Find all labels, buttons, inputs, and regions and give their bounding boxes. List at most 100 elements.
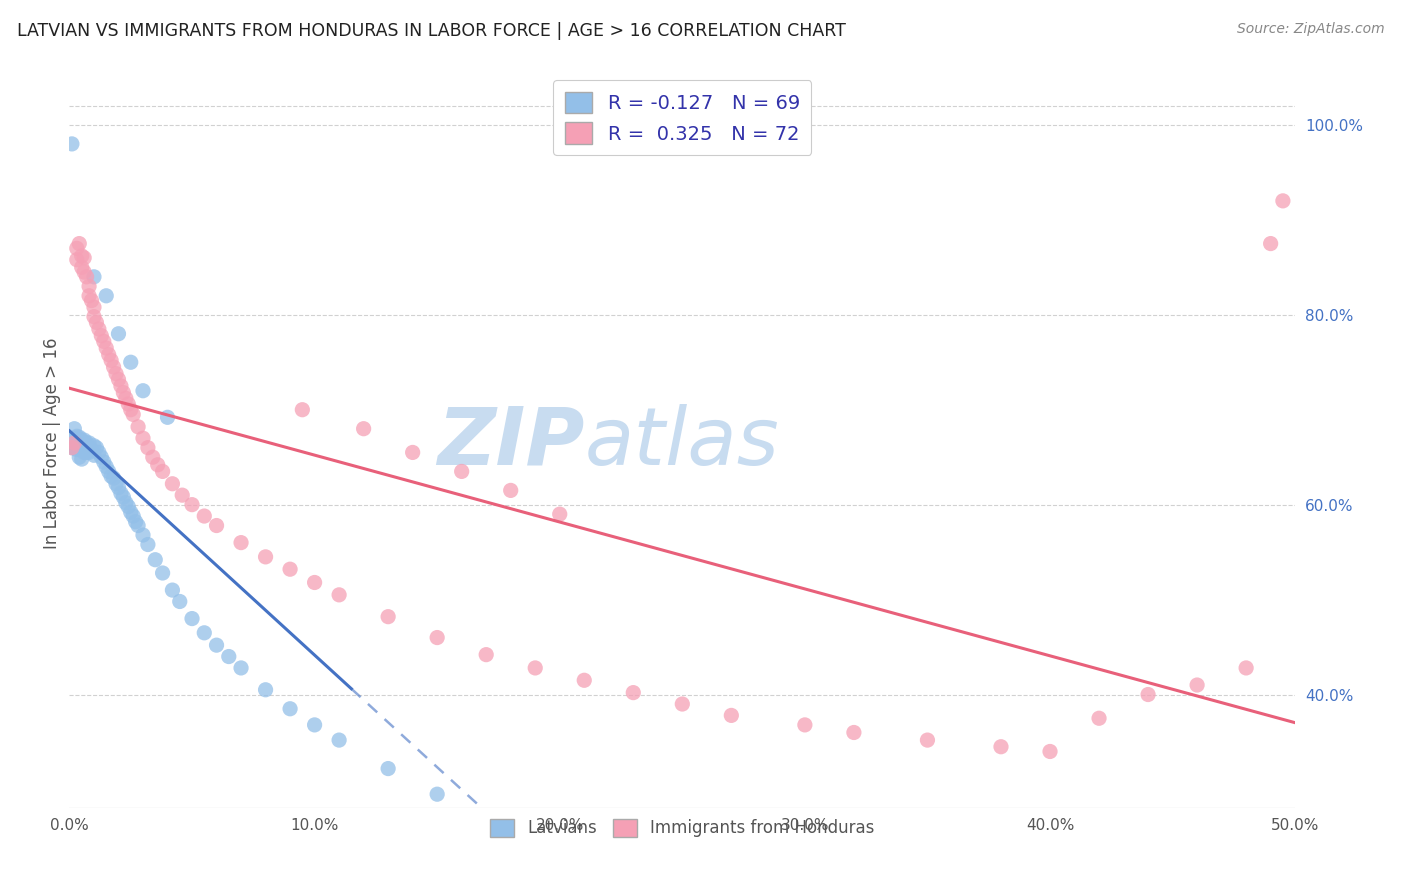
Point <box>77 279 100 293</box>
Point <box>304 718 326 732</box>
Point <box>77 436 100 450</box>
Point <box>66 436 89 450</box>
Point <box>152 566 174 580</box>
Point <box>127 518 149 533</box>
Point <box>142 450 165 465</box>
Point <box>83 310 105 324</box>
Point <box>181 498 204 512</box>
Point <box>73 265 96 279</box>
Point <box>152 465 174 479</box>
Point <box>70 260 93 275</box>
Point <box>1039 744 1062 758</box>
Point <box>328 588 350 602</box>
Point <box>278 702 301 716</box>
Point <box>254 549 277 564</box>
Point <box>499 483 522 498</box>
Point <box>90 450 112 465</box>
Point <box>229 661 252 675</box>
Point <box>67 236 90 251</box>
Point <box>124 515 146 529</box>
Point <box>83 448 105 462</box>
Point <box>842 725 865 739</box>
Point <box>621 685 644 699</box>
Point <box>97 465 120 479</box>
Point <box>917 733 939 747</box>
Point <box>83 300 105 314</box>
Point <box>136 537 159 551</box>
Point <box>574 844 596 858</box>
Point <box>1088 711 1111 725</box>
Point <box>100 469 122 483</box>
Point <box>353 422 375 436</box>
Point <box>96 459 118 474</box>
Point <box>181 611 204 625</box>
Point <box>162 583 184 598</box>
Point <box>377 762 399 776</box>
Point <box>67 450 90 465</box>
Point <box>1234 661 1257 675</box>
Point <box>76 436 98 450</box>
Point <box>114 496 136 510</box>
Point <box>524 661 547 675</box>
Point <box>73 251 96 265</box>
Point <box>60 136 83 151</box>
Text: ZIP: ZIP <box>437 404 585 482</box>
Point <box>132 528 155 542</box>
Point <box>621 858 644 872</box>
Text: LATVIAN VS IMMIGRANTS FROM HONDURAS IN LABOR FORCE | AGE > 16 CORRELATION CHART: LATVIAN VS IMMIGRANTS FROM HONDURAS IN L… <box>17 22 846 40</box>
Point <box>66 241 89 255</box>
Point <box>63 431 86 445</box>
Point <box>86 315 108 329</box>
Point <box>475 648 498 662</box>
Point <box>143 552 166 566</box>
Point <box>377 609 399 624</box>
Point <box>254 682 277 697</box>
Point <box>63 441 86 455</box>
Point <box>103 471 125 485</box>
Point <box>87 445 110 459</box>
Point <box>524 828 547 842</box>
Point <box>172 488 194 502</box>
Point <box>156 410 179 425</box>
Point <box>110 379 132 393</box>
Point <box>60 441 83 455</box>
Point <box>66 429 89 443</box>
Text: atlas: atlas <box>585 404 779 482</box>
Point <box>70 433 93 447</box>
Point <box>96 289 118 303</box>
Point <box>146 458 169 472</box>
Point <box>114 392 136 406</box>
Point <box>122 509 145 524</box>
Point <box>132 384 155 398</box>
Point <box>1260 236 1282 251</box>
Text: Source: ZipAtlas.com: Source: ZipAtlas.com <box>1237 22 1385 37</box>
Point <box>105 476 128 491</box>
Point <box>169 594 191 608</box>
Point <box>574 673 596 688</box>
Y-axis label: In Labor Force | Age > 16: In Labor Force | Age > 16 <box>44 337 60 549</box>
Point <box>70 452 93 467</box>
Point <box>278 562 301 576</box>
Point <box>1185 678 1208 692</box>
Point <box>60 441 83 455</box>
Point <box>100 353 122 368</box>
Point <box>77 289 100 303</box>
Point <box>291 402 314 417</box>
Point <box>76 445 98 459</box>
Point <box>117 500 139 514</box>
Point <box>76 269 98 284</box>
Point <box>136 441 159 455</box>
Point <box>107 481 129 495</box>
Point <box>205 518 228 533</box>
Point <box>103 359 125 374</box>
Point <box>70 249 93 263</box>
Point <box>793 718 815 732</box>
Point <box>63 422 86 436</box>
Point <box>110 486 132 500</box>
Point <box>73 433 96 447</box>
Legend: Latvians, Immigrants from Honduras: Latvians, Immigrants from Honduras <box>484 812 882 844</box>
Point <box>1271 194 1294 208</box>
Point <box>87 322 110 336</box>
Point <box>132 431 155 445</box>
Point <box>328 733 350 747</box>
